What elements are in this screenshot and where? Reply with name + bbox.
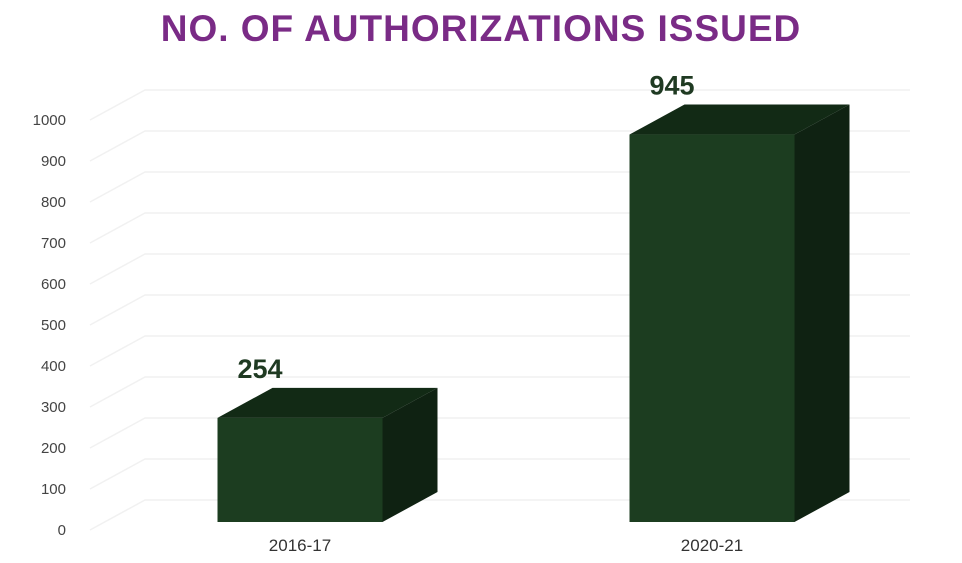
data-label: 254	[237, 354, 282, 384]
bar-top	[217, 387, 438, 418]
data-labels: 254 945	[237, 71, 694, 384]
y-axis-tick-labels: 0 100 200 300 400 500 600 700 800 900 1000	[33, 112, 66, 539]
y-tick-label: 400	[41, 358, 66, 375]
bars	[217, 104, 850, 523]
x-category-label: 2020-21	[681, 536, 743, 555]
bar-front	[629, 134, 795, 523]
x-axis-category-labels: 2016-17 2020-21	[269, 536, 743, 555]
y-tick-label: 700	[41, 235, 66, 252]
data-label: 945	[649, 71, 694, 101]
y-tick-label: 200	[41, 440, 66, 457]
chart-title: NO. OF AUTHORIZATIONS ISSUED	[160, 8, 802, 49]
bar-top	[629, 104, 850, 135]
y-tick-label: 600	[41, 276, 66, 293]
y-tick-label: 500	[41, 317, 66, 334]
bar	[217, 387, 438, 522]
bar-front	[217, 417, 383, 522]
bar-side	[794, 104, 850, 523]
bar-side	[382, 387, 438, 522]
y-tick-label: 100	[41, 481, 66, 498]
y-tick-label: 800	[41, 194, 66, 211]
y-tick-label: 0	[58, 522, 66, 539]
x-category-label: 2016-17	[269, 536, 331, 555]
y-tick-label: 300	[41, 399, 66, 416]
y-tick-label: 900	[41, 153, 66, 170]
gridline	[89, 89, 910, 121]
y-tick-label: 1000	[33, 112, 66, 129]
bar	[629, 104, 850, 523]
